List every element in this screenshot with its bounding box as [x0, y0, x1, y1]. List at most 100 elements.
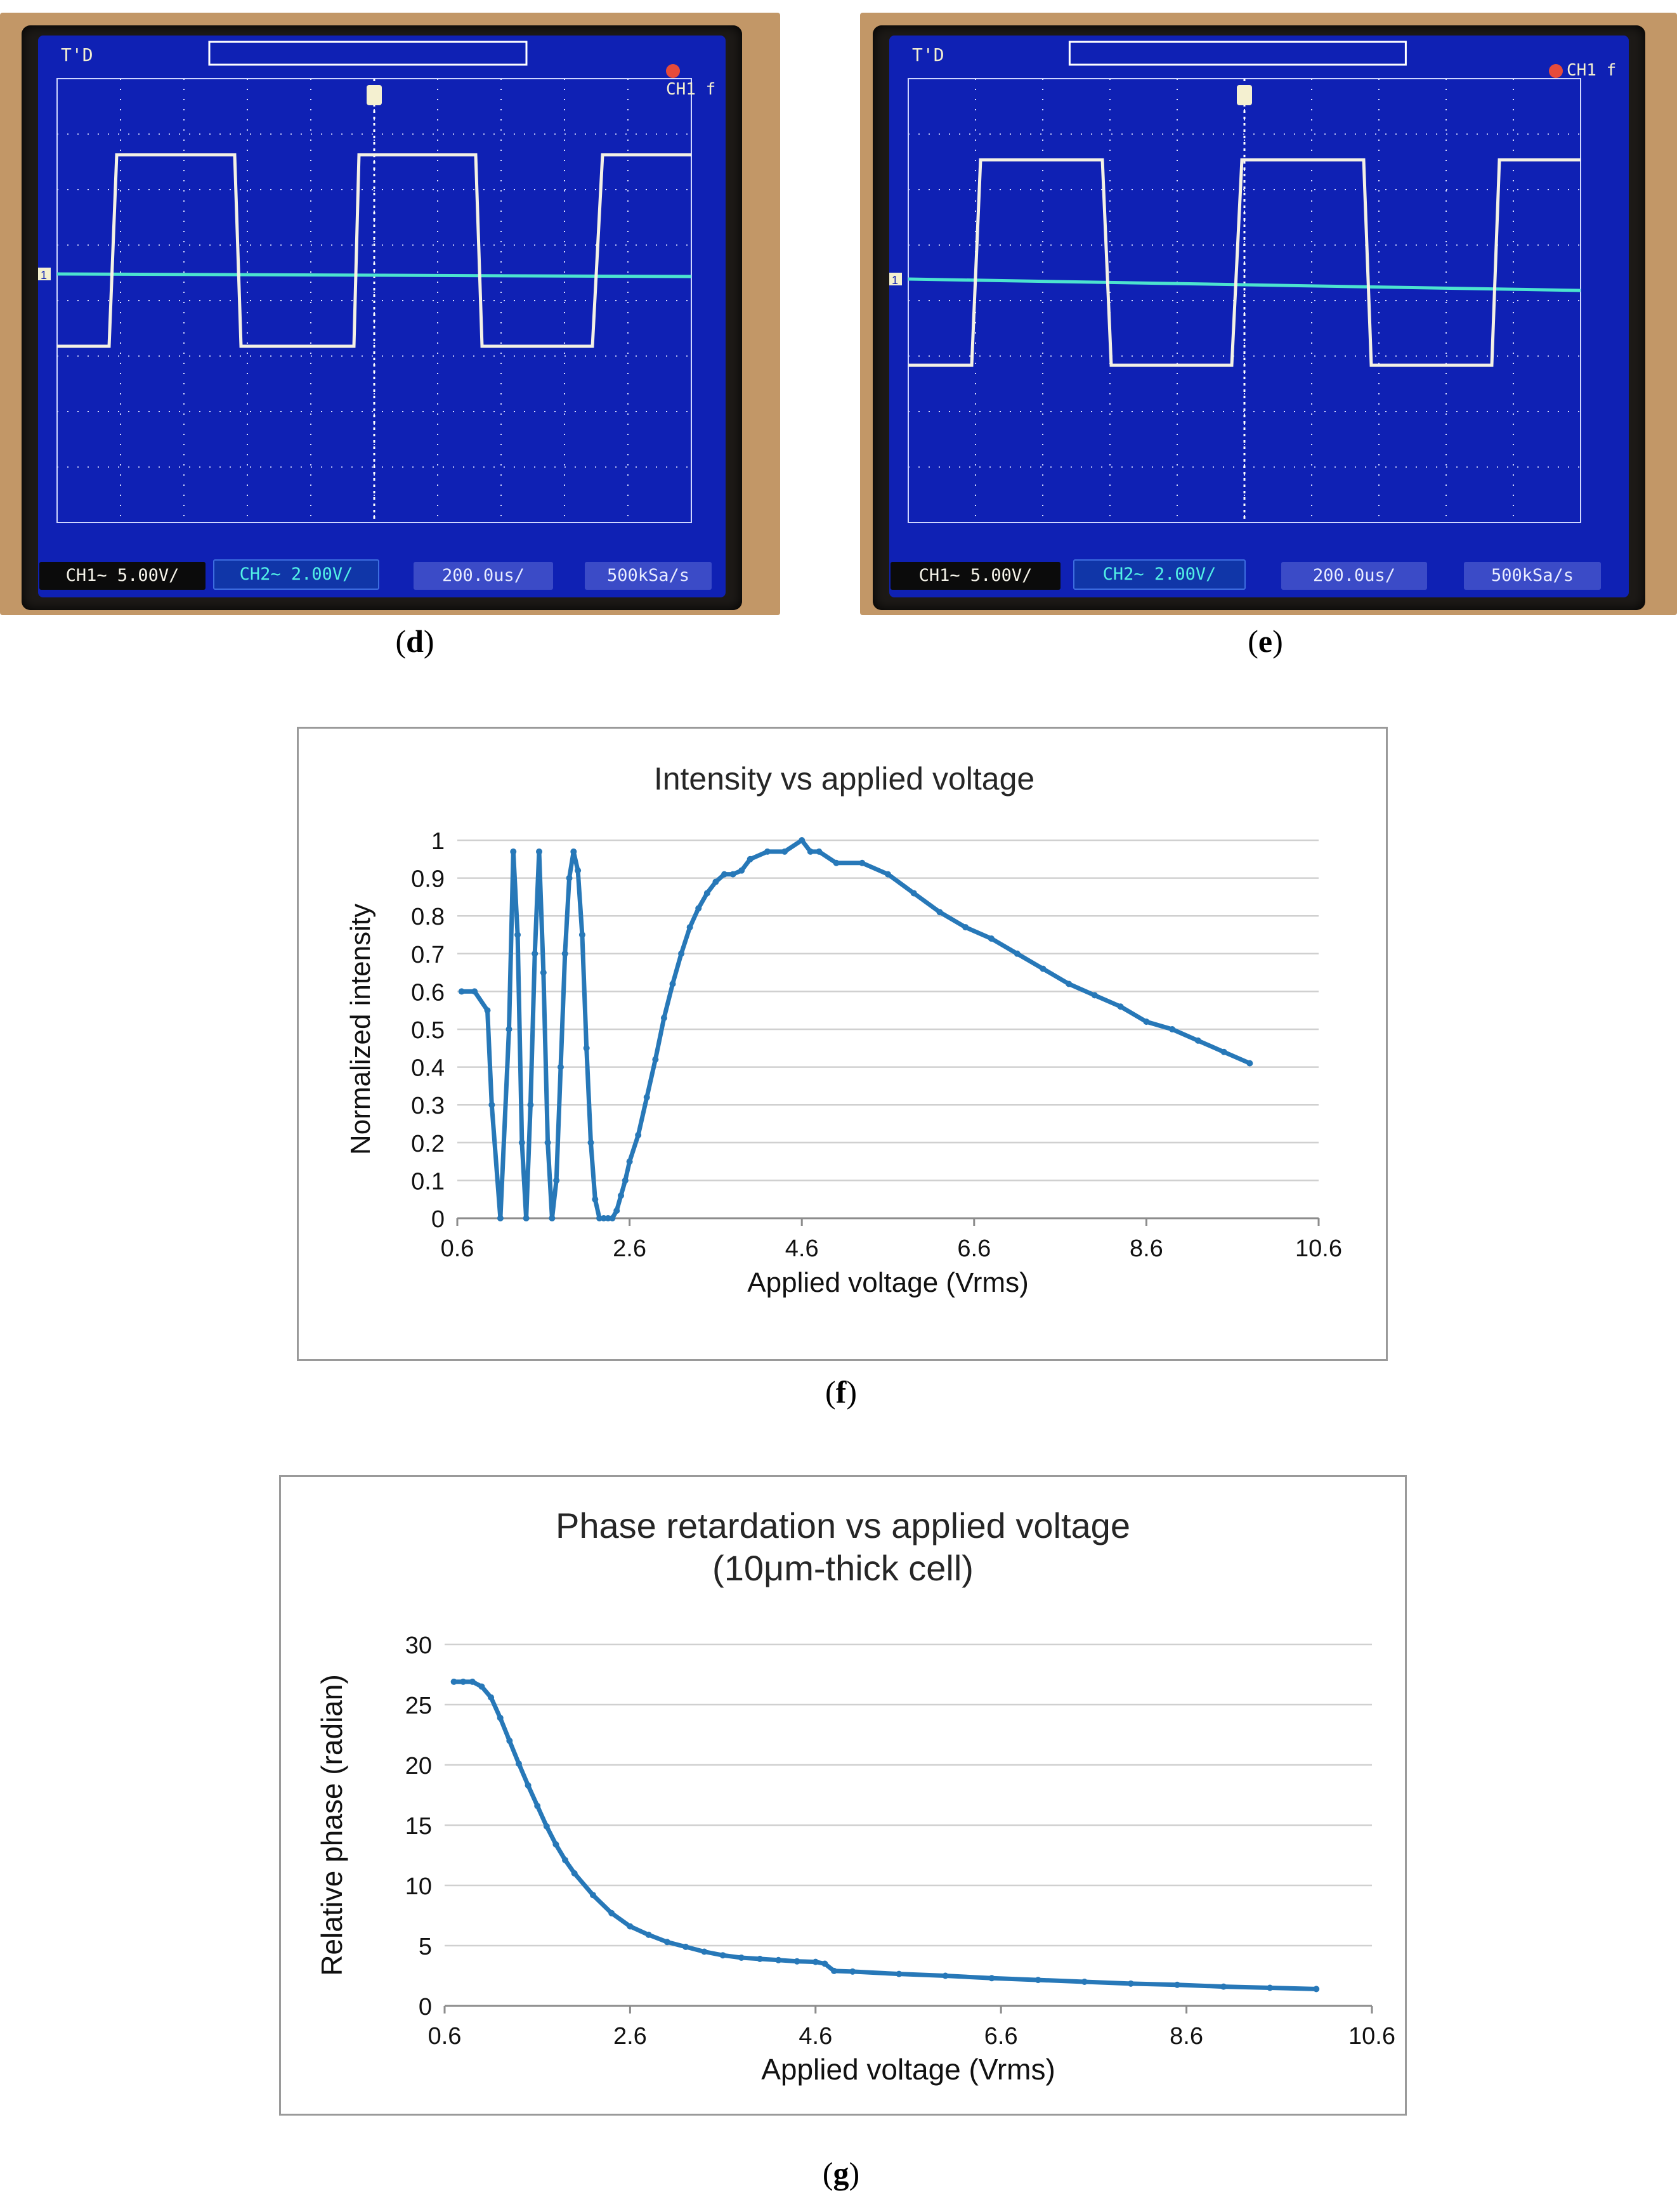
trigger-icon — [666, 63, 680, 78]
caption-d: (d) — [395, 623, 434, 659]
data-point — [515, 1760, 522, 1767]
data-point — [701, 1948, 708, 1955]
data-point — [1127, 1980, 1134, 1987]
data-point — [566, 875, 573, 882]
data-point — [799, 837, 806, 843]
data-point — [962, 924, 969, 931]
y-tick-label: 1 — [431, 828, 445, 855]
data-point — [578, 932, 585, 938]
timebase-box: 200.0us/ — [1281, 562, 1427, 590]
trigger-icon — [1549, 63, 1563, 78]
timebase-box: 200.0us/ — [414, 562, 553, 590]
data-point — [626, 1158, 633, 1165]
scope-bezel: 1 T'D CH1 f CH1~ 5.00V/ CH2~ 2.00V/ 200.… — [22, 25, 742, 610]
chart-frame-g: Phase retardation vs applied voltage (10μ… — [279, 1475, 1407, 2116]
data-point — [1091, 992, 1098, 999]
caption-f: (f) — [825, 1374, 857, 1410]
data-point — [484, 1007, 491, 1014]
data-point — [764, 848, 771, 855]
series-line — [461, 838, 1251, 1221]
data-point — [849, 1968, 856, 1975]
y-tick-label: 0 — [419, 1994, 432, 2020]
data-point — [460, 1678, 467, 1685]
ch1-square-wave — [908, 158, 1581, 367]
data-point — [458, 988, 465, 995]
data-point — [635, 1131, 642, 1138]
ch1-scale-box: CH1~ 5.00V/ — [891, 562, 1060, 590]
y-tick-label: 10 — [405, 1873, 432, 1900]
y-tick-label: 0.6 — [411, 979, 445, 1006]
data-point — [571, 1870, 578, 1877]
data-point — [747, 856, 754, 862]
x-tick-label: 6.6 — [957, 1235, 991, 1262]
data-point — [1034, 1977, 1041, 1984]
data-point — [506, 1738, 513, 1744]
data-point — [703, 890, 710, 897]
trigger-slope: f — [705, 80, 716, 99]
data-point — [695, 905, 702, 912]
data-point — [592, 1196, 599, 1203]
y-tick-label: 0.3 — [411, 1093, 445, 1119]
ch2-scale: CH2~ 2.00V/ — [1102, 564, 1217, 584]
data-point — [471, 988, 478, 995]
data-point — [540, 969, 547, 976]
ch1-marker-label: 1 — [41, 269, 47, 282]
y-tick-label: 0.8 — [411, 904, 445, 930]
data-point — [1081, 1979, 1088, 1985]
data-point — [527, 1102, 534, 1109]
data-point — [1143, 1018, 1150, 1025]
data-point — [552, 1841, 559, 1848]
data-point — [833, 859, 840, 866]
data-point — [478, 1683, 485, 1690]
ch2-trace — [908, 277, 1581, 292]
ch1-square-wave — [57, 153, 691, 348]
ch1-ground-marker — [38, 268, 51, 280]
series-line — [454, 1679, 1317, 1991]
data-point — [1267, 1984, 1274, 1991]
data-point — [1014, 950, 1021, 957]
timebase: 200.0us/ — [441, 566, 525, 585]
data-point — [589, 1892, 596, 1899]
data-point — [682, 1943, 689, 1950]
data-point — [518, 1139, 525, 1146]
data-point — [1173, 1981, 1180, 1988]
data-point — [896, 1970, 903, 1977]
data-point — [885, 871, 891, 878]
data-point — [544, 1139, 551, 1146]
sample-rate: 500kSa/s — [606, 566, 690, 585]
chart-title: Intensity vs applied voltage — [654, 761, 1034, 797]
data-point — [510, 848, 517, 855]
data-point — [712, 878, 719, 885]
data-point — [652, 1056, 659, 1063]
data-point — [781, 848, 788, 855]
x-tick-label: 0.6 — [441, 1235, 474, 1262]
trigger-slope: f — [1606, 61, 1617, 80]
ch1-marker-label: 1 — [892, 274, 898, 287]
chart-frame-f: Intensity vs applied voltage 0 0.1 0.2 0.3 0.… — [297, 727, 1388, 1361]
scope-mode-label: T'D — [912, 44, 944, 65]
ch1-scale-box: CH1~ 5.00V/ — [39, 562, 206, 590]
data-point — [618, 1192, 625, 1199]
data-point — [988, 1975, 995, 1982]
y-tick-label: 5 — [419, 1934, 432, 1960]
scope-trigger-label: CH1 f — [666, 61, 726, 99]
ch2-scale: CH2~ 2.00V/ — [239, 564, 353, 584]
data-point — [549, 1215, 556, 1221]
data-point — [561, 950, 568, 957]
data-point — [719, 1952, 726, 1959]
data-point — [660, 1015, 667, 1022]
data-point — [1220, 1983, 1227, 1990]
caption-g: (g) — [822, 2156, 860, 2191]
chart-subtitle: (10μm-thick cell) — [712, 1548, 974, 1588]
trigger-channel: CH1 — [666, 80, 696, 99]
data-point — [807, 848, 814, 855]
intensity-chart: Intensity vs applied voltage 0 0.1 0.2 0.3 0.… — [345, 761, 1342, 1298]
data-point — [557, 1064, 564, 1070]
y-tick-label: 0.1 — [411, 1168, 445, 1195]
x-tick-label: 10.6 — [1348, 2023, 1395, 2050]
data-point — [536, 848, 543, 855]
scope-screen: 1 T'D CH1 f CH1~ 5.00V/ CH2~ 2.00V/ 200.… — [889, 36, 1629, 597]
y-tick-label: 0 — [431, 1206, 445, 1233]
data-point — [575, 867, 582, 874]
x-tick-label: 4.6 — [799, 2023, 832, 2050]
